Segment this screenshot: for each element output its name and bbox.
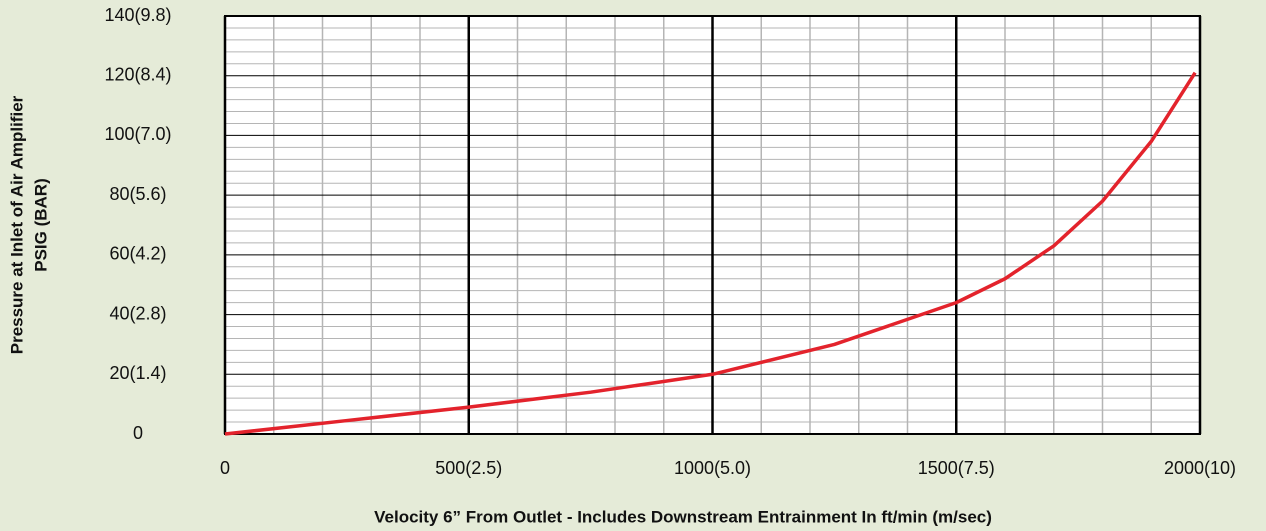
y-tick-label: 60(4.2) [109, 244, 166, 264]
y-axis-label: Pressure at Inlet of Air Amplifier [7, 95, 26, 354]
y-tick-label: 100(7.0) [104, 124, 171, 144]
plot-border [224, 15, 1201, 435]
x-tick-label: 2000(10) [1164, 458, 1236, 478]
line [224, 71, 1197, 436]
x-tick-label: 0 [220, 458, 230, 478]
y-tick-label: 140(9.8) [104, 5, 171, 25]
y-tick-label: 80(5.6) [109, 184, 166, 204]
x-axis-label: Velocity 6” From Outlet - Includes Downs… [374, 507, 992, 526]
y-axis-label: PSIG (BAR) [31, 178, 50, 272]
y-tick-label: 20(1.4) [109, 363, 166, 383]
x-tick-label: 1000(5.0) [674, 458, 751, 478]
x-tick-label: 1500(7.5) [918, 458, 995, 478]
x-tick-label: 500(2.5) [435, 458, 502, 478]
y-tick-label: 40(2.8) [109, 303, 166, 323]
y-tick-label: 0 [133, 423, 143, 443]
y-tick-label: 120(8.4) [104, 64, 171, 84]
